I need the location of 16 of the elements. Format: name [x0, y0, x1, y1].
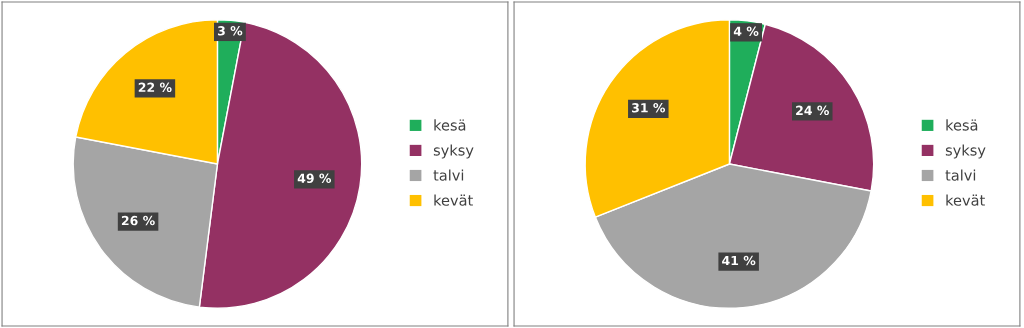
data-label: 41 %: [722, 255, 756, 266]
legend-label: syksy: [945, 144, 986, 159]
data-label: 49 %: [297, 173, 332, 183]
data-label: 4 %: [733, 26, 759, 36]
data-label: 22 %: [138, 82, 172, 93]
data-label: 24 %: [796, 105, 829, 116]
data-label: 26 %: [121, 215, 155, 226]
legend-label: talvi: [433, 169, 464, 181]
legend-label: talvi: [945, 169, 976, 181]
legend-label: kevät: [946, 194, 985, 206]
legend-label: kesä: [946, 119, 978, 131]
data-label: 31 %: [632, 103, 666, 113]
legend-label: syksy: [433, 144, 474, 159]
legend-label: kesä: [434, 119, 466, 131]
data-label: 3 %: [217, 26, 243, 36]
legend-label: kevät: [434, 194, 473, 206]
